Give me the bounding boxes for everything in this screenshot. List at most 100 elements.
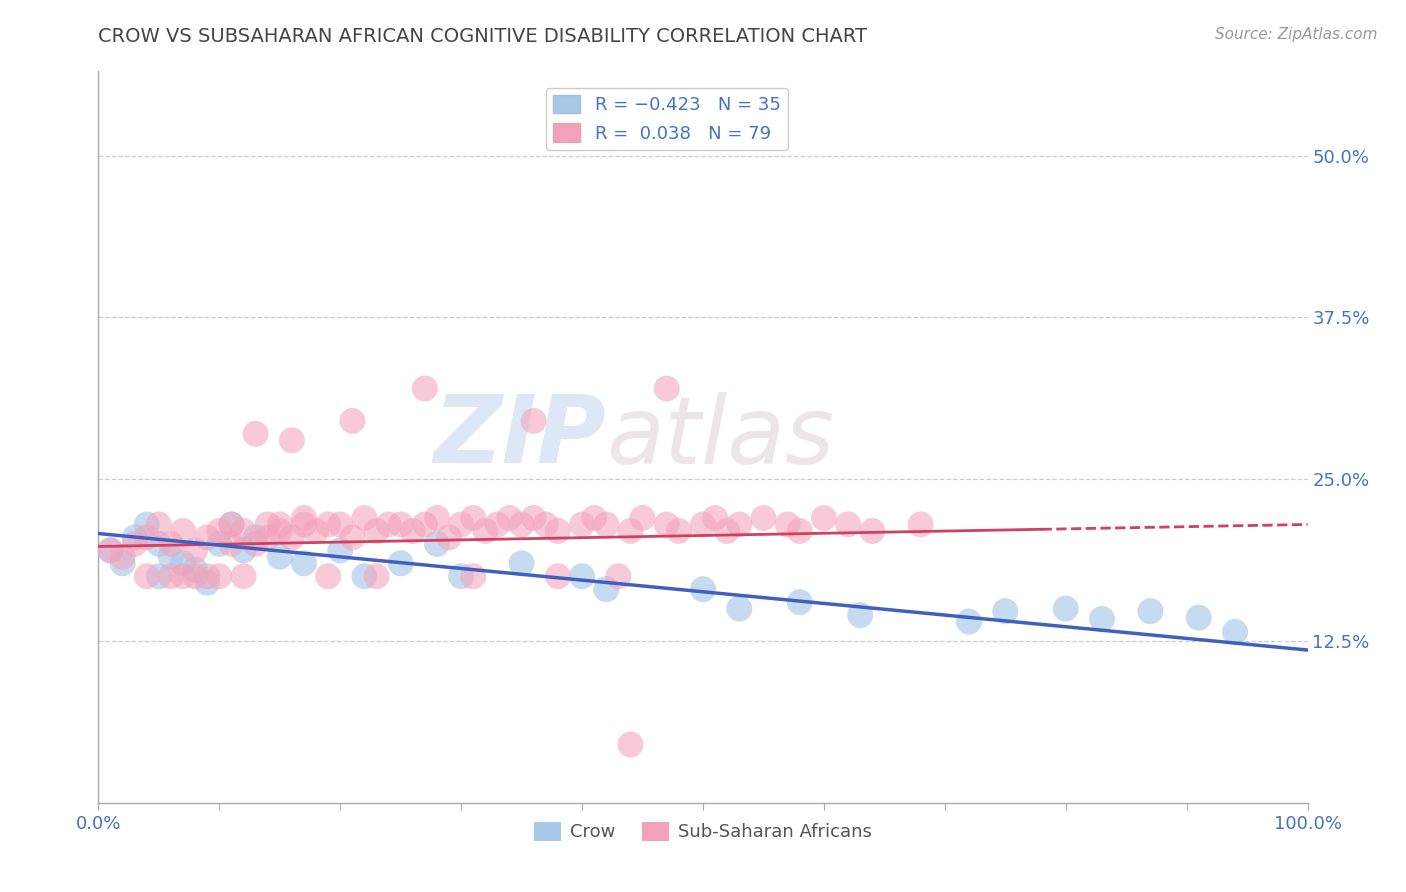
Point bbox=[789, 595, 811, 609]
Point bbox=[1188, 610, 1211, 624]
Text: CROW VS SUBSAHARAN AFRICAN COGNITIVE DISABILITY CORRELATION CHART: CROW VS SUBSAHARAN AFRICAN COGNITIVE DIS… bbox=[98, 27, 868, 45]
Point bbox=[269, 549, 291, 564]
Point bbox=[172, 557, 194, 571]
Point bbox=[595, 582, 617, 597]
Point bbox=[389, 517, 412, 532]
Point bbox=[100, 543, 122, 558]
Point bbox=[728, 601, 751, 615]
Point bbox=[148, 517, 170, 532]
Point bbox=[111, 549, 134, 564]
Point bbox=[450, 569, 472, 583]
Point bbox=[221, 517, 243, 532]
Point bbox=[148, 569, 170, 583]
Point bbox=[595, 517, 617, 532]
Point bbox=[389, 557, 412, 571]
Point bbox=[789, 524, 811, 538]
Point bbox=[776, 517, 799, 532]
Point bbox=[474, 524, 496, 538]
Point bbox=[619, 738, 641, 752]
Point bbox=[413, 382, 436, 396]
Point bbox=[510, 517, 533, 532]
Text: Source: ZipAtlas.com: Source: ZipAtlas.com bbox=[1215, 27, 1378, 42]
Point bbox=[704, 511, 727, 525]
Point bbox=[124, 537, 146, 551]
Point bbox=[316, 517, 339, 532]
Point bbox=[413, 517, 436, 532]
Point bbox=[728, 517, 751, 532]
Point bbox=[208, 537, 231, 551]
Point bbox=[292, 511, 315, 525]
Point bbox=[547, 569, 569, 583]
Point bbox=[366, 524, 388, 538]
Point bbox=[232, 524, 254, 538]
Point bbox=[534, 517, 557, 532]
Point bbox=[100, 543, 122, 558]
Point bbox=[377, 517, 399, 532]
Point bbox=[607, 569, 630, 583]
Point bbox=[523, 511, 546, 525]
Point bbox=[463, 511, 485, 525]
Text: ZIP: ZIP bbox=[433, 391, 606, 483]
Point bbox=[583, 511, 606, 525]
Point bbox=[692, 517, 714, 532]
Point bbox=[1223, 624, 1246, 639]
Point bbox=[631, 511, 654, 525]
Point bbox=[111, 557, 134, 571]
Point bbox=[135, 517, 157, 532]
Point bbox=[135, 569, 157, 583]
Point bbox=[245, 426, 267, 441]
Point bbox=[813, 511, 835, 525]
Point bbox=[195, 575, 218, 590]
Point bbox=[292, 517, 315, 532]
Point bbox=[269, 517, 291, 532]
Point bbox=[342, 530, 364, 544]
Point bbox=[281, 530, 304, 544]
Point bbox=[353, 511, 375, 525]
Point bbox=[450, 517, 472, 532]
Point bbox=[353, 569, 375, 583]
Point bbox=[221, 537, 243, 551]
Legend: Crow, Sub-Saharan Africans: Crow, Sub-Saharan Africans bbox=[526, 814, 880, 848]
Point bbox=[860, 524, 883, 538]
Text: atlas: atlas bbox=[606, 392, 835, 483]
Point bbox=[184, 569, 207, 583]
Point bbox=[329, 517, 352, 532]
Point bbox=[232, 543, 254, 558]
Point bbox=[232, 569, 254, 583]
Point bbox=[1091, 612, 1114, 626]
Point bbox=[269, 524, 291, 538]
Point bbox=[910, 517, 932, 532]
Point bbox=[849, 608, 872, 623]
Point bbox=[221, 517, 243, 532]
Point bbox=[463, 569, 485, 583]
Point bbox=[366, 569, 388, 583]
Point bbox=[994, 604, 1017, 618]
Point bbox=[402, 524, 425, 538]
Point bbox=[655, 517, 678, 532]
Point bbox=[692, 582, 714, 597]
Point bbox=[245, 530, 267, 544]
Point bbox=[172, 524, 194, 538]
Point bbox=[184, 543, 207, 558]
Point bbox=[523, 414, 546, 428]
Point bbox=[281, 434, 304, 448]
Point bbox=[957, 615, 980, 629]
Point bbox=[1054, 601, 1077, 615]
Point bbox=[160, 549, 183, 564]
Point bbox=[547, 524, 569, 538]
Point bbox=[1139, 604, 1161, 618]
Point bbox=[716, 524, 738, 538]
Point bbox=[172, 569, 194, 583]
Point bbox=[256, 517, 278, 532]
Point bbox=[752, 511, 775, 525]
Point bbox=[135, 530, 157, 544]
Point bbox=[148, 537, 170, 551]
Point bbox=[437, 530, 460, 544]
Point bbox=[668, 524, 690, 538]
Point bbox=[619, 524, 641, 538]
Point bbox=[208, 569, 231, 583]
Point bbox=[498, 511, 520, 525]
Point bbox=[184, 563, 207, 577]
Point bbox=[486, 517, 509, 532]
Point bbox=[160, 537, 183, 551]
